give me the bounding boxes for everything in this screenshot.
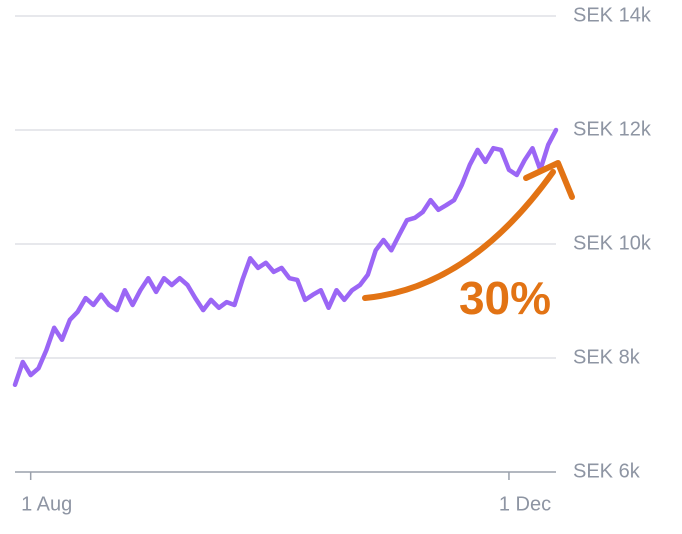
axes: SEK 6k SEK 8k SEK 10k SEK 12k SEK 14k 1 Aug 1 … xyxy=(12,4,652,515)
arrow-curve xyxy=(362,169,556,301)
x-tick-label: 1 Aug xyxy=(21,493,72,515)
y-tick-label: SEK 6k xyxy=(573,460,641,482)
x-tick-label: 1 Dec xyxy=(499,493,551,515)
price-line xyxy=(12,127,559,388)
y-tick-label: SEK 12k xyxy=(573,118,652,140)
y-tick-label: SEK 8k xyxy=(573,346,641,368)
arrow-head xyxy=(523,160,575,200)
y-tick-label: SEK 14k xyxy=(573,4,652,26)
y-tick-label: SEK 10k xyxy=(573,232,652,254)
annotation: 30% xyxy=(459,272,551,324)
annotation-arrow xyxy=(362,160,575,301)
